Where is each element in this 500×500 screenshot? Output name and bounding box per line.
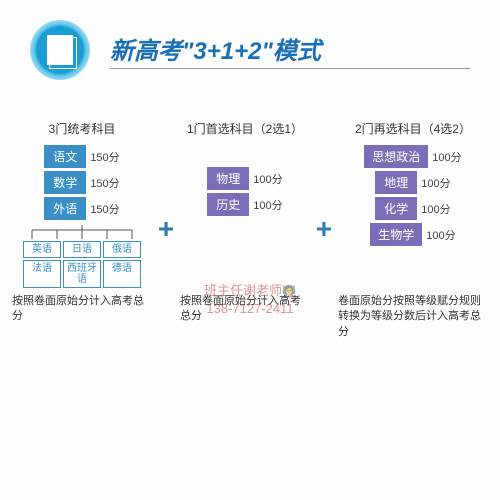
subject-score: 150分 <box>90 175 119 191</box>
col1-title: 3门统考科目 <box>49 120 116 137</box>
lang-chip: 西班牙语 <box>63 260 101 288</box>
subject-row: 外语 150分 <box>44 197 119 220</box>
lang-chip: 英语 <box>23 241 61 258</box>
subject-row: 思想政治 100分 <box>364 145 461 168</box>
column-unified-exams: 3门统考科目 语文 150分 数学 150分 外语 150分 英语 日语 俄语 … <box>12 120 152 288</box>
subject-row: 数学 150分 <box>44 171 119 194</box>
subject-score: 100分 <box>432 149 461 165</box>
subject-score: 150分 <box>90 201 119 217</box>
subject-score: 100分 <box>421 201 450 217</box>
subject-row: 化学 100分 <box>375 197 450 220</box>
lang-chip: 德语 <box>103 260 141 288</box>
subject-chip: 化学 <box>375 197 417 220</box>
subject-score: 150分 <box>90 149 119 165</box>
lang-chip: 俄语 <box>103 241 141 258</box>
subject-chip: 地理 <box>375 171 417 194</box>
subject-score: 100分 <box>253 197 282 213</box>
subject-chip: 数学 <box>44 171 86 194</box>
footer-row: 按照卷面原始分计入高考总分 按照卷面原始分计入高考总分 卷面原始分按照等级赋分规… <box>0 288 500 340</box>
subject-row: 历史 100分 <box>207 193 282 216</box>
lang-chip: 日语 <box>63 241 101 258</box>
subject-chip: 生物学 <box>370 223 422 246</box>
subject-chip: 历史 <box>207 193 249 216</box>
document-icon <box>30 20 90 80</box>
subject-chip: 物理 <box>207 167 249 190</box>
languages-grid: 英语 日语 俄语 法语 西班牙语 德语 <box>23 241 141 288</box>
col3-title: 2门再选科目（4选2） <box>355 120 471 137</box>
lang-chip: 法语 <box>23 260 61 288</box>
columns-container: 3门统考科目 语文 150分 数学 150分 外语 150分 英语 日语 俄语 … <box>0 90 500 288</box>
subject-chip: 思想政治 <box>364 145 428 168</box>
subject-row: 语文 150分 <box>44 145 119 168</box>
column-primary-choice: 1门首选科目（2选1） 物理 100分 历史 100分 <box>180 120 310 219</box>
subject-chip: 语文 <box>44 145 86 168</box>
col1-footer: 按照卷面原始分计入高考总分 <box>12 294 152 340</box>
plus-icon: + <box>158 213 174 245</box>
col2-title: 1门首选科目（2选1） <box>187 120 303 137</box>
subject-chip: 外语 <box>44 197 86 220</box>
subject-row: 地理 100分 <box>375 171 450 194</box>
language-tree-connector <box>22 225 142 241</box>
page-title: 新高考"3+1+2"模式 <box>110 31 470 69</box>
col3-footer: 卷面原始分按照等级赋分规则转换为等级分数后计入高考总分 <box>338 294 488 340</box>
col2-footer: 按照卷面原始分计入高考总分 <box>180 294 310 340</box>
subject-row: 物理 100分 <box>207 167 282 190</box>
column-secondary-choice: 2门再选科目（4选2） 思想政治 100分 地理 100分 化学 100分 生物… <box>338 120 488 249</box>
subject-score: 100分 <box>253 171 282 187</box>
plus-icon: + <box>316 213 332 245</box>
subject-score: 100分 <box>421 175 450 191</box>
subject-score: 100分 <box>426 227 455 243</box>
subject-row: 生物学 100分 <box>370 223 455 246</box>
header: 新高考"3+1+2"模式 <box>0 0 500 90</box>
